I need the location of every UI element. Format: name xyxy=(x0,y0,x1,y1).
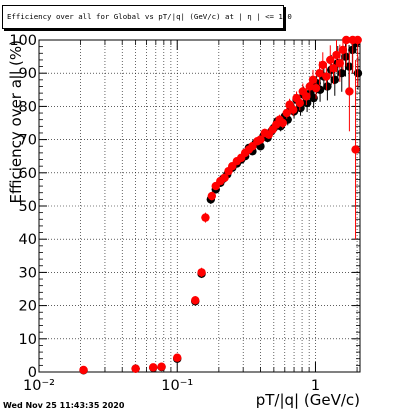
y-tick-label: 60 xyxy=(19,166,37,182)
data-point xyxy=(302,98,312,108)
data-point xyxy=(288,105,298,114)
axis-ticks xyxy=(38,39,360,373)
y-tick-label: 20 xyxy=(19,299,37,315)
y-tick-label: 40 xyxy=(19,232,37,248)
data-point xyxy=(318,60,327,70)
series-1 xyxy=(79,35,362,375)
data-point xyxy=(256,135,265,144)
data-point xyxy=(157,362,166,371)
data-points xyxy=(79,35,363,375)
data-point xyxy=(148,363,158,372)
data-point xyxy=(311,83,321,93)
data-point xyxy=(197,268,206,277)
data-point xyxy=(353,35,362,45)
data-point xyxy=(329,64,338,73)
x-tick-label: 1 xyxy=(311,378,320,394)
data-point xyxy=(330,75,339,85)
data-point xyxy=(345,87,354,96)
y-tick-label: 90 xyxy=(19,66,37,82)
data-point xyxy=(332,50,341,60)
data-point xyxy=(326,55,335,65)
data-point xyxy=(278,118,287,128)
data-point xyxy=(173,353,182,362)
data-point xyxy=(337,69,346,78)
chart-title: Efficiency over all for Global vs pT/|q|… xyxy=(7,12,292,21)
data-point xyxy=(342,35,351,45)
data-point xyxy=(322,72,331,81)
data-point xyxy=(308,75,318,85)
y-tick-label: 80 xyxy=(19,99,37,115)
axis-labels: 0 10 20 30 40 50 60 70 80 90 100 10⁻² 10⁻¹ 1pT/|q| (G… xyxy=(7,33,360,409)
data-point xyxy=(309,93,318,103)
data-point xyxy=(191,296,200,305)
y-tick-label: 100 xyxy=(9,33,37,49)
data-point xyxy=(220,173,229,182)
data-point xyxy=(131,364,140,373)
y-tick-label: 0 xyxy=(28,365,37,381)
y-axis-label: Efficiency over all (%) xyxy=(7,40,25,204)
data-point xyxy=(315,69,324,78)
data-point xyxy=(351,145,360,154)
data-point xyxy=(201,213,210,222)
data-point xyxy=(335,59,345,68)
y-tick-label: 10 xyxy=(19,332,37,348)
data-point xyxy=(207,191,217,201)
data-point xyxy=(295,98,304,108)
x-tick-label: 10⁻¹ xyxy=(161,378,193,394)
grid xyxy=(39,40,360,372)
y-tick-label: 70 xyxy=(19,133,37,149)
data-point xyxy=(341,52,350,61)
timestamp: Wed Nov 25 11:43:35 2020 xyxy=(3,401,125,410)
data-point xyxy=(282,108,291,118)
x-axis-label: pT/|q| (GeV/c) xyxy=(256,391,360,409)
data-point xyxy=(302,92,311,101)
x-tick-label: 10⁻² xyxy=(23,378,55,394)
y-tick-label: 50 xyxy=(19,199,37,215)
chart-title-box: Efficiency over all for Global vs pT/|q|… xyxy=(2,5,292,29)
y-tick-label: 30 xyxy=(19,265,37,281)
data-point xyxy=(79,365,88,375)
data-point xyxy=(338,45,348,55)
data-point xyxy=(323,82,332,91)
